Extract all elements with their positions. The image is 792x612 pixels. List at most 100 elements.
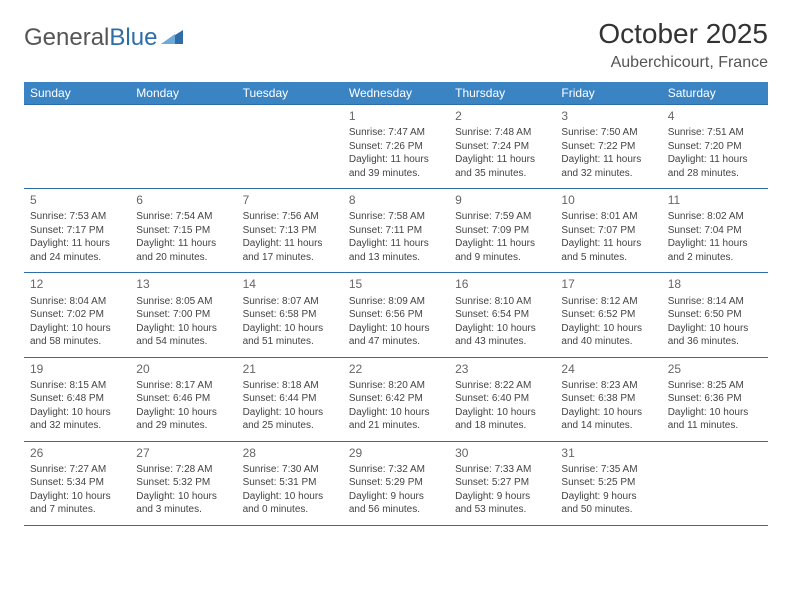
sunset-line: Sunset: 5:32 PM (136, 476, 230, 490)
sunrise-line: Sunrise: 8:22 AM (455, 379, 549, 393)
daylight-line: Daylight: 10 hours and 40 minutes. (561, 322, 655, 349)
day-header-row: SundayMondayTuesdayWednesdayThursdayFrid… (24, 82, 768, 105)
sunset-line: Sunset: 6:58 PM (243, 308, 337, 322)
daylight-line: Daylight: 11 hours and 32 minutes. (561, 153, 655, 180)
day-number: 26 (30, 445, 124, 461)
calendar-cell: 21Sunrise: 8:18 AMSunset: 6:44 PMDayligh… (237, 357, 343, 441)
calendar-cell: 1Sunrise: 7:47 AMSunset: 7:26 PMDaylight… (343, 105, 449, 189)
day-header: Friday (555, 82, 661, 105)
sunset-line: Sunset: 5:34 PM (30, 476, 124, 490)
daylight-line: Daylight: 10 hours and 47 minutes. (349, 322, 443, 349)
sunrise-line: Sunrise: 8:14 AM (668, 295, 762, 309)
day-header: Tuesday (237, 82, 343, 105)
calendar-cell: 7Sunrise: 7:56 AMSunset: 7:13 PMDaylight… (237, 189, 343, 273)
day-number: 20 (136, 361, 230, 377)
sunrise-line: Sunrise: 7:56 AM (243, 210, 337, 224)
sunset-line: Sunset: 7:24 PM (455, 140, 549, 154)
sunset-line: Sunset: 6:40 PM (455, 392, 549, 406)
day-number: 5 (30, 192, 124, 208)
calendar-cell: 29Sunrise: 7:32 AMSunset: 5:29 PMDayligh… (343, 441, 449, 525)
daylight-line: Daylight: 10 hours and 51 minutes. (243, 322, 337, 349)
day-number: 27 (136, 445, 230, 461)
calendar-cell (662, 441, 768, 525)
calendar-cell: 8Sunrise: 7:58 AMSunset: 7:11 PMDaylight… (343, 189, 449, 273)
calendar-cell: 19 Sunrise: 8:15 AMSunset: 6:48 PMDayligh… (24, 357, 130, 441)
location: Auberchicourt, France (598, 54, 768, 72)
day-number: 29 (349, 445, 443, 461)
brand-part1: General (24, 24, 109, 52)
sunset-line: Sunset: 6:48 PM (30, 392, 124, 406)
calendar-week: 12Sunrise: 8:04 AMSunset: 7:02 PMDayligh… (24, 273, 768, 357)
daylight-line: Daylight: 10 hours and 7 minutes. (30, 490, 124, 517)
calendar-cell: 14 Sunrise: 8:07 AMSunset: 6:58 PMDayligh… (237, 273, 343, 357)
sunrise-line: Sunrise: 8:05 AM (136, 295, 230, 309)
sunrise-line: Sunrise: 8:01 AM (561, 210, 655, 224)
sunset-line: Sunset: 7:20 PM (668, 140, 762, 154)
calendar-cell: 24Sunrise: 8:23 AMSunset: 6:38 PMDayligh… (555, 357, 661, 441)
daylight-line: Daylight: 11 hours and 5 minutes. (561, 237, 655, 264)
sunset-line: Sunset: 6:54 PM (455, 308, 549, 322)
day-number: 21 (243, 361, 337, 377)
sunrise-line: Sunrise: 8:07 AM (243, 295, 337, 309)
daylight-line: Daylight: 10 hours and 32 minutes. (30, 406, 124, 433)
calendar-cell: 26Sunrise: 7:27 AMSunset: 5:34 PMDayligh… (24, 441, 130, 525)
sunset-line: Sunset: 7:02 PM (30, 308, 124, 322)
sunrise-line: Sunrise: 7:35 AM (561, 463, 655, 477)
sunrise-line: Sunrise: 8:18 AM (243, 379, 337, 393)
calendar-cell (24, 105, 130, 189)
calendar-cell: 5Sunrise: 7:53 AMSunset: 7:17 PMDaylight… (24, 189, 130, 273)
calendar-cell: 20Sunrise: 8:17 AMSunset: 6:46 PMDayligh… (130, 357, 236, 441)
sunset-line: Sunset: 7:07 PM (561, 224, 655, 238)
calendar-week: 5 Sunrise: 7:53 AMSunset: 7:17 PM Daylight… (24, 189, 768, 273)
daylight-line: Daylight: 10 hours and 11 minutes. (668, 406, 762, 433)
daylight-line: Daylight: 11 hours and 39 minutes. (349, 153, 443, 180)
day-number: 24 (561, 361, 655, 377)
day-number: 30 (455, 445, 549, 461)
month-title: October 2025 (598, 18, 768, 50)
title-block: October 2025 Auberchicourt, France (598, 18, 768, 72)
day-number: 1 (349, 108, 443, 124)
day-number: 23 (455, 361, 549, 377)
sunrise-line: Sunrise: 7:51 AM (668, 126, 762, 140)
day-number: 19 (30, 361, 124, 377)
sunset-line: Sunset: 6:52 PM (561, 308, 655, 322)
calendar-cell: 3Sunrise: 7:50 AMSunset: 7:22 PMDaylight… (555, 105, 661, 189)
calendar-week: 26Sunrise: 7:27 AMSunset: 5:34 PMDayligh… (24, 441, 768, 525)
sunset-line: Sunset: 7:17 PM (30, 224, 124, 238)
calendar-cell: 15Sunrise: 8:09 AMSunset: 6:56 PMDayligh… (343, 273, 449, 357)
calendar-cell (130, 105, 236, 189)
daylight-line: Daylight: 10 hours and 3 minutes. (136, 490, 230, 517)
calendar-cell: 16Sunrise: 8:10 AMSunset: 6:54 PMDayligh… (449, 273, 555, 357)
day-number: 15 (349, 276, 443, 292)
sunset-line: Sunset: 6:42 PM (349, 392, 443, 406)
day-number: 13 (136, 276, 230, 292)
day-number: 14 (243, 276, 337, 292)
day-number: 25 (668, 361, 762, 377)
daylight-line: Daylight: 10 hours and 29 minutes. (136, 406, 230, 433)
sunrise-line: Sunrise: 7:48 AM (455, 126, 549, 140)
day-header: Thursday (449, 82, 555, 105)
daylight-line: Daylight: 11 hours and 28 minutes. (668, 153, 762, 180)
sunset-line: Sunset: 6:56 PM (349, 308, 443, 322)
sunrise-line: Sunrise: 8:25 AM (668, 379, 762, 393)
day-number: 18 (668, 276, 762, 292)
calendar-cell: 4Sunrise: 7:51 AMSunset: 7:20 PMDaylight… (662, 105, 768, 189)
calendar-cell: 30Sunrise: 7:33 AMSunset: 5:27 PMDayligh… (449, 441, 555, 525)
calendar-cell: 27Sunrise: 7:28 AMSunset: 5:32 PMDayligh… (130, 441, 236, 525)
sunrise-line: Sunrise: 8:15 AM (30, 379, 124, 393)
daylight-line: Daylight: 10 hours and 36 minutes. (668, 322, 762, 349)
day-header: Sunday (24, 82, 130, 105)
calendar-cell: 13Sunrise: 8:05 AMSunset: 7:00 PMDayligh… (130, 273, 236, 357)
daylight-line: Daylight: 11 hours and 9 minutes. (455, 237, 549, 264)
sunrise-line: Sunrise: 7:33 AM (455, 463, 549, 477)
daylight-line: Daylight: 10 hours and 0 minutes. (243, 490, 337, 517)
sunset-line: Sunset: 7:00 PM (136, 308, 230, 322)
calendar-cell: 17Sunrise: 8:12 AMSunset: 6:52 PMDayligh… (555, 273, 661, 357)
sunset-line: Sunset: 7:26 PM (349, 140, 443, 154)
sunrise-line: Sunrise: 7:53 AM (30, 210, 124, 224)
sunset-line: Sunset: 6:44 PM (243, 392, 337, 406)
brand-part2: Blue (109, 24, 157, 52)
daylight-line: Daylight: 9 hours and 50 minutes. (561, 490, 655, 517)
calendar-week: 1Sunrise: 7:47 AMSunset: 7:26 PMDaylight… (24, 105, 768, 189)
daylight-line: Daylight: 9 hours and 56 minutes. (349, 490, 443, 517)
